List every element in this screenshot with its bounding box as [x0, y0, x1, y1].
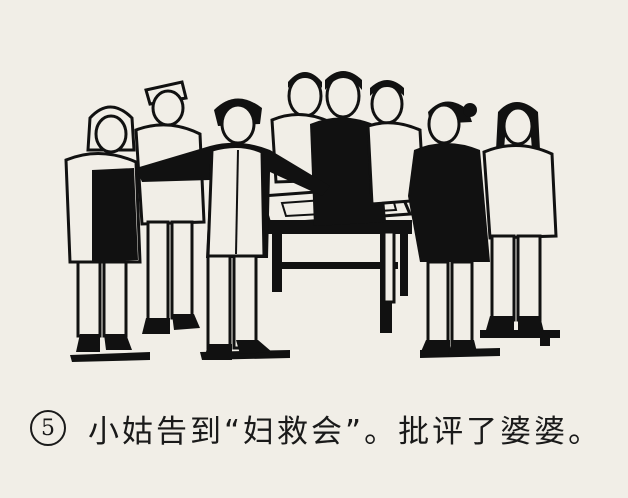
figure-mother-in-law [408, 101, 490, 356]
caption-text: 小姑告到“妇救会”。批评了婆婆。 [88, 413, 603, 450]
woodcut-illustration [64, 71, 560, 362]
caption: 5 小姑告到“妇救会”。批评了婆婆。 [30, 398, 610, 458]
figure-back-2 [310, 71, 386, 226]
figure-right-girl [482, 102, 558, 332]
panel-number: 5 [30, 410, 66, 446]
figure-left-girl [64, 105, 142, 352]
figure-boy-cap [134, 80, 206, 334]
ground-shadows [70, 330, 560, 362]
figure-center-woman [136, 98, 330, 360]
